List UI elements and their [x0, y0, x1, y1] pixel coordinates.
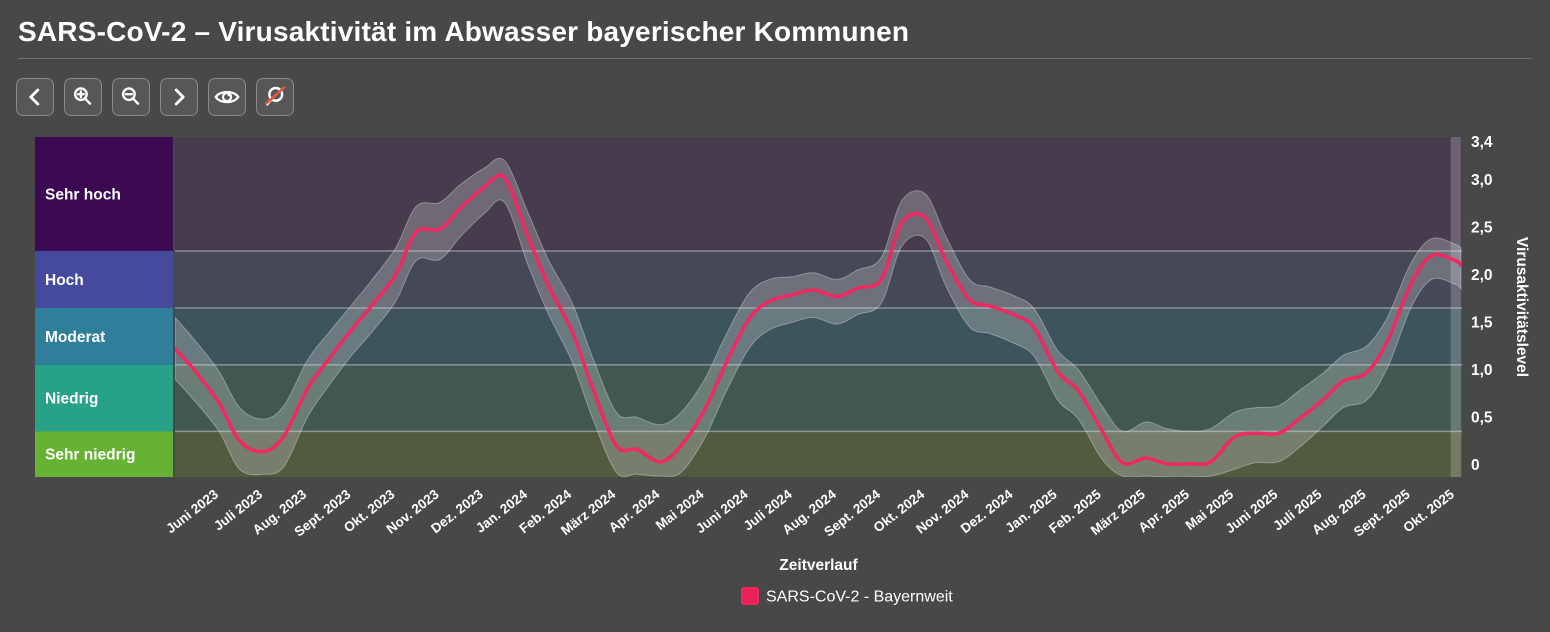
level-block-niedrig [35, 364, 173, 432]
chevron-right-icon [174, 88, 185, 106]
magnifier-minus-icon [121, 87, 140, 105]
chart-container: Sehr hoch Hoch Moderat Niedrig Sehr niedrig 3… [0, 130, 1550, 632]
chevron-left-icon [29, 88, 40, 106]
x-axis-title: Zeitverlauf [779, 557, 858, 574]
eye-icon [214, 90, 240, 104]
zone-band-sehr-hoch [175, 137, 1462, 251]
zone-band-niedrig [175, 364, 1462, 432]
zoom-out-button[interactable] [112, 78, 150, 116]
y-tick-label: 2,0 [1471, 267, 1493, 284]
magnifier-slash-icon [265, 86, 286, 106]
level-block-moderat [35, 307, 173, 365]
y-tick-label: 1,0 [1471, 362, 1493, 379]
legend-swatch [741, 587, 759, 605]
zone-band-moderat [175, 307, 1462, 365]
y-tick-label: 0,5 [1471, 410, 1493, 427]
pan-left-button[interactable] [16, 78, 54, 116]
level-label-sehr-hoch: Sehr hoch [45, 186, 121, 203]
recent-period-highlight [1450, 137, 1461, 477]
legend-label: SARS-CoV-2 - Bayernweit [766, 589, 953, 606]
toggle-view-button[interactable] [208, 78, 246, 116]
zoom-in-button[interactable] [64, 78, 102, 116]
level-block-sehr-niedrig [35, 431, 173, 477]
level-label-niedrig: Niedrig [45, 391, 98, 408]
y-tick-label: 2,5 [1471, 220, 1493, 237]
confidence-band [175, 157, 1462, 477]
y-axis-title: Virusaktivitätslevel [1513, 237, 1530, 377]
level-block-sehr-hoch [35, 137, 173, 251]
reset-zoom-button[interactable] [256, 78, 294, 116]
y-tick-label: 0 [1471, 457, 1480, 474]
y-tick-label: 1,5 [1471, 315, 1493, 332]
page-title: SARS-CoV-2 – Virusaktivität im Abwasser … [18, 16, 910, 47]
legend-item[interactable]: SARS-CoV-2 - Bayernweit [741, 587, 953, 606]
title-divider [18, 58, 1532, 59]
pan-right-button[interactable] [160, 78, 198, 116]
x-tick-label: Juni 2023 [163, 486, 221, 536]
level-label-sehr-niedrig: Sehr niedrig [45, 447, 135, 464]
level-block-hoch [35, 250, 173, 308]
level-label-moderat: Moderat [45, 329, 105, 346]
zone-band-sehr-niedrig [175, 431, 1462, 477]
virus-activity-chart: Sehr hoch Hoch Moderat Niedrig Sehr niedrig 3… [35, 134, 1530, 606]
level-label-hoch: Hoch [45, 272, 84, 289]
activity-line [175, 173, 1462, 467]
zone-band-hoch [175, 250, 1462, 308]
magnifier-plus-icon [73, 87, 92, 105]
y-tick-label: 3,4 [1471, 134, 1493, 151]
y-tick-label: 3,0 [1471, 172, 1493, 189]
chart-toolbar [16, 78, 1550, 116]
